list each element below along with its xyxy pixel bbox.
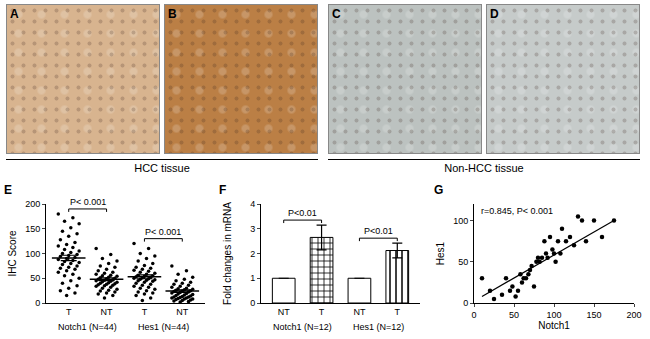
svg-text:200: 200: [25, 199, 40, 209]
svg-text:P< 0.001: P< 0.001: [70, 197, 106, 207]
svg-text:Notch1 (N=12): Notch1 (N=12): [273, 322, 332, 332]
svg-text:1: 1: [250, 273, 255, 283]
html-text:E: E: [4, 183, 12, 197]
html-text:A: A: [10, 7, 19, 21]
html-text:G: G: [434, 183, 444, 197]
svg-text:Notch1: Notch1: [538, 320, 570, 331]
html-text:C: C: [332, 7, 341, 21]
svg-text:150: 150: [25, 224, 40, 234]
html-text:D: D: [490, 7, 499, 21]
svg-text:4: 4: [250, 199, 255, 209]
html-text:F: F: [219, 183, 227, 197]
svg-text:100: 100: [25, 249, 40, 259]
svg-text:r=0.845, P< 0.001: r=0.845, P< 0.001: [481, 206, 553, 216]
svg-text:NT: NT: [176, 307, 188, 317]
svg-text:T: T: [66, 307, 72, 317]
html-text:Non-HCC tissue: Non-HCC tissue: [444, 162, 524, 174]
svg-text:0: 0: [250, 298, 255, 308]
svg-text:Notch1 (N=44): Notch1 (N=44): [58, 322, 117, 332]
svg-text:0: 0: [35, 298, 40, 308]
svg-text:150: 150: [586, 310, 601, 320]
svg-text:200: 200: [626, 310, 641, 320]
svg-text:Hes1: Hes1: [435, 241, 446, 265]
svg-text:T: T: [395, 307, 401, 317]
svg-text:100: 100: [453, 216, 468, 226]
svg-text:Hes1 (N=12): Hes1 (N=12): [353, 322, 404, 332]
svg-text:T: T: [142, 307, 148, 317]
svg-text:50: 50: [509, 310, 519, 320]
html-text:B: B: [168, 7, 177, 21]
svg-text:Fold changes in mRNA: Fold changes in mRNA: [222, 202, 233, 305]
svg-text:NT: NT: [353, 307, 365, 317]
svg-text:IHC Score: IHC Score: [7, 230, 18, 277]
svg-text:2: 2: [250, 249, 255, 259]
svg-text:P<0.01: P<0.01: [364, 226, 393, 236]
html-text:HCC tissue: HCC tissue: [134, 162, 190, 174]
svg-text:100: 100: [546, 310, 561, 320]
svg-text:0: 0: [463, 298, 468, 308]
svg-text:50: 50: [30, 273, 40, 283]
svg-text:Hes1 (N=44): Hes1 (N=44): [138, 322, 189, 332]
svg-text:NT: NT: [101, 307, 113, 317]
svg-text:T: T: [319, 307, 325, 317]
svg-text:0: 0: [471, 310, 476, 320]
svg-text:3: 3: [250, 224, 255, 234]
svg-text:NT: NT: [278, 307, 290, 317]
svg-text:P<0.01: P<0.01: [288, 208, 317, 218]
svg-text:P< 0.001: P< 0.001: [145, 227, 181, 237]
svg-text:50: 50: [458, 257, 468, 267]
